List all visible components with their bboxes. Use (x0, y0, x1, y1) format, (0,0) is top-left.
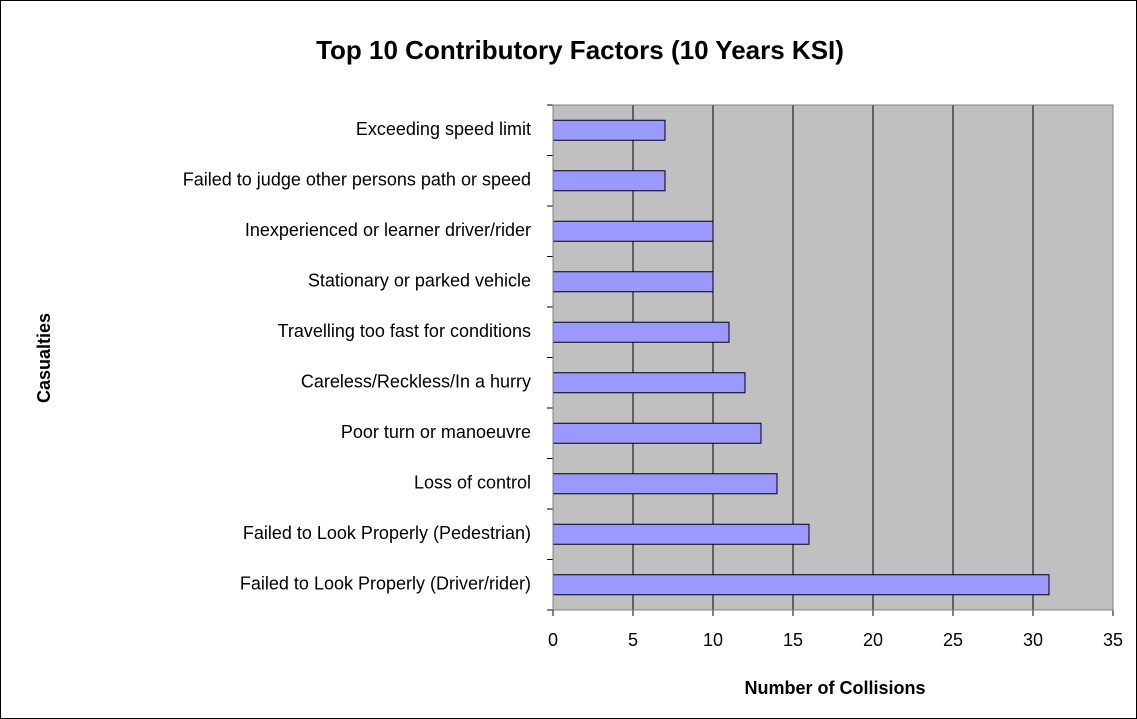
bar (552, 574, 1050, 596)
y-tick-label: Loss of control (414, 473, 531, 493)
bar (552, 119, 666, 141)
y-axis-title: Casualties (34, 313, 54, 403)
y-tick-label: Inexperienced or learner driver/rider (245, 220, 531, 240)
x-axis-title: Number of Collisions (744, 678, 925, 698)
chart-title: Top 10 Contributory Factors (10 Years KS… (316, 35, 844, 65)
x-tick-label: 20 (863, 630, 883, 650)
y-tick-label: Failed to judge other persons path or sp… (183, 170, 531, 190)
y-tick-label: Failed to Look Properly (Driver/rider) (240, 574, 531, 594)
bar (552, 321, 730, 343)
bar (552, 473, 778, 495)
x-tick-label: 0 (548, 630, 558, 650)
y-tick-label: Failed to Look Properly (Pedestrian) (243, 523, 531, 543)
y-tick-label: Poor turn or manoeuvre (341, 422, 531, 442)
plot-border (552, 104, 1114, 611)
x-tick-label: 25 (943, 630, 963, 650)
x-tick-label: 30 (1023, 630, 1043, 650)
bar (552, 220, 714, 242)
bar (552, 523, 810, 545)
y-tick-label: Exceeding speed limit (356, 119, 531, 139)
bar (552, 271, 714, 293)
bar (552, 372, 746, 394)
y-tick-label: Careless/Reckless/In a hurry (301, 372, 531, 392)
x-tick-label: 35 (1103, 630, 1123, 650)
bar (552, 422, 762, 444)
x-tick-label: 5 (628, 630, 638, 650)
bar (552, 170, 666, 192)
x-tick-label: 15 (783, 630, 803, 650)
y-tick-label: Stationary or parked vehicle (308, 271, 531, 291)
y-tick-label: Travelling too fast for conditions (278, 321, 531, 341)
x-tick-label: 10 (703, 630, 723, 650)
